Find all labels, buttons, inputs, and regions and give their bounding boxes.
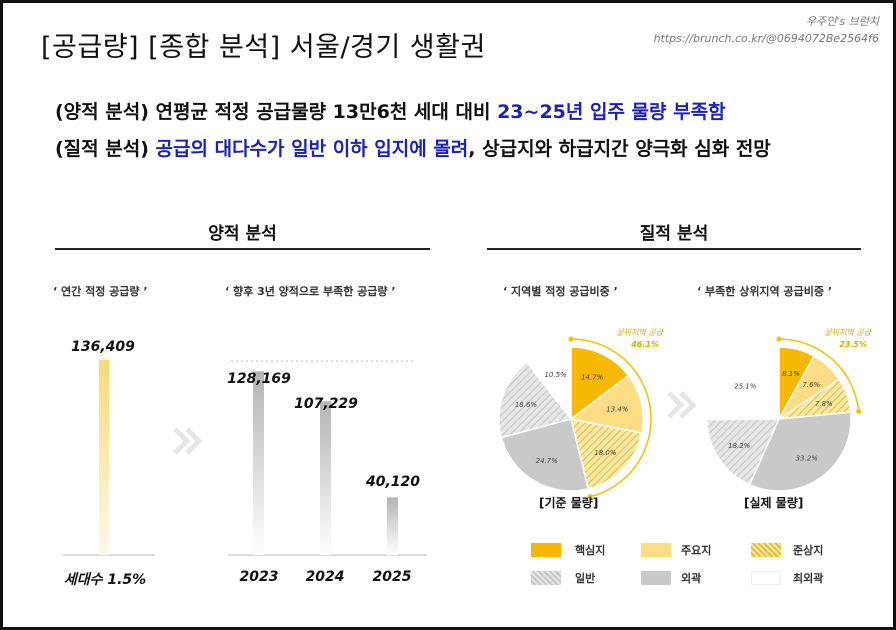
legend-swatch-major: [641, 543, 671, 557]
highlight-value: 46.1%: [630, 340, 659, 349]
pie-label-core: 14.7%: [581, 373, 604, 381]
author-credit: 우주인's 브런치 https://brunch.co.kr/@0694072B…: [654, 13, 879, 47]
pie-label-quasi: 18.0%: [594, 449, 617, 457]
qual-subtitle-actual: ‘ 부족한 상위지역 공급비중 ’: [697, 285, 832, 298]
pie-label-quasi: 7.8%: [815, 400, 833, 408]
headline-qualitative: (질적 분석) 공급의 대다수가 일반 이하 입지에 몰려, 상급지와 하급지간…: [55, 134, 771, 161]
highlight-arc-dot: [856, 408, 862, 414]
headline-1-text: (양적 분석) 연평균 적정 공급물량 13만6천 세대 대비: [55, 101, 498, 123]
headline-2-text: (질적 분석): [55, 138, 156, 160]
legend-label-core: 핵심지: [575, 544, 606, 557]
pie-label-major: 13.4%: [606, 405, 629, 413]
pie-slice-quasi: [569, 418, 643, 490]
highlight-arc-dot: [587, 494, 593, 500]
pie-slice-outer: [748, 411, 852, 492]
pie-slice-outer: [500, 418, 590, 492]
pie-slice-general: [498, 361, 573, 439]
highlight-arc: [570, 338, 652, 498]
qual-section-divider: [487, 248, 861, 250]
caption-base-supply: [기준 물량]: [539, 496, 599, 510]
highlight-caption: 상위지역 공급: [824, 328, 871, 337]
pie-slice-major: [569, 374, 644, 434]
bar-annual-supply: [99, 359, 109, 555]
headline-2-highlight: 공급의 대다수가 일반 이하 입지에 몰려: [155, 138, 469, 160]
pie-label-outermost: 25.1%: [734, 383, 757, 391]
pie-label-general: 18.2%: [728, 442, 751, 450]
highlight-arc: [778, 338, 860, 412]
caption-actual-supply: [실제 물량]: [744, 496, 804, 510]
arrow-chevron-icon: [173, 427, 203, 455]
pie-actual-supply: 8.1%7.6% 7.8% 33.2% 18.2% 25.1% 상위지역 공급 23.5%: [706, 328, 872, 492]
author-url[interactable]: https://brunch.co.kr/@0694072Be2564f6: [653, 32, 879, 45]
legend-label-outer: 외곽: [681, 572, 702, 585]
quant-subtitle-annual: ‘ 연간 적정 공급량 ’: [53, 285, 148, 298]
bar-charts: [63, 359, 427, 556]
pie-slice-outermost: [525, 346, 572, 422]
legend-swatch-quasi: [751, 543, 781, 557]
pie-label-outermost: 10.5%: [544, 371, 567, 379]
page-title: [공급량] [종합 분석] 서울/경기 생활권: [41, 32, 486, 63]
highlight-arc-dot: [568, 336, 574, 342]
legend-swatch-general: [531, 571, 561, 585]
legend-swatch-core: [531, 543, 561, 557]
pie-base-supply: 14.7% 13.4% 18.0% 24.7% 18.6% 10.5% 상위지역 공급 46.…: [498, 328, 664, 500]
pie-label-core: 8.1%: [782, 370, 800, 378]
quant-section-divider: [55, 248, 430, 250]
pie-label-outer: 24.7%: [536, 457, 559, 465]
quant-section-title: 양적 분석: [208, 224, 277, 244]
pie-label-general: 18.6%: [515, 401, 538, 409]
value-label-2023: 128,169: [227, 371, 291, 387]
qual-subtitle-base: ‘ 지역별 적정 공급비중 ’: [503, 285, 618, 298]
highlight-caption: 상위지역 공급: [616, 328, 663, 337]
legend-swatch-outer: [641, 571, 671, 585]
qual-section-title: 질적 분석: [639, 224, 709, 244]
legend-swatch-outermost: [751, 571, 781, 585]
value-label-2025: 40,120: [365, 474, 421, 490]
arrow-chevron-icon-2: [667, 391, 697, 419]
pie-slice-general: [706, 418, 781, 486]
pie-label-outer: 33.2%: [796, 455, 819, 463]
value-label-2024: 107,229: [294, 396, 358, 412]
headline-1-highlight: 23~25년 입주 물량 부족함: [497, 101, 726, 123]
headline-2-suffix: , 상급지와 하급지간 양극화 심화 전망: [468, 138, 771, 160]
x-label-2024: 2024: [305, 569, 345, 585]
legend-label-quasi: 준상지: [793, 544, 824, 557]
pie-charts: 14.7% 13.4% 18.0% 24.7% 18.6% 10.5% 상위지역 공급 46.…: [498, 328, 872, 500]
bar-2024: [320, 401, 331, 555]
value-label-annual: 136,409: [71, 339, 135, 355]
x-label-2025: 2025: [372, 569, 412, 585]
highlight-arc-dot: [776, 336, 782, 342]
legend-label-major: 주요지: [681, 544, 712, 557]
headline-quantitative: (양적 분석) 연평균 적정 공급물량 13만6천 세대 대비 23~25년 입…: [55, 97, 726, 124]
highlight-value: 23.5%: [839, 340, 867, 349]
pie-label-major: 7.6%: [802, 381, 820, 389]
pie-slice-core: [570, 346, 630, 421]
pie-slice-outermost: [706, 346, 780, 421]
bar-2023: [253, 371, 264, 555]
legend-label-general: 일반: [575, 572, 596, 585]
author-name: 우주인's 브런치: [806, 15, 879, 28]
legend-label-outermost: 최외곽: [793, 572, 824, 585]
quant-subtitle-shortfall: ‘ 향후 3년 양적으로 부족한 공급량 ’: [225, 285, 396, 298]
x-label-annual: 세대수 1.5%: [63, 572, 147, 588]
x-label-2023: 2023: [239, 569, 279, 585]
bar-2025: [387, 497, 398, 555]
